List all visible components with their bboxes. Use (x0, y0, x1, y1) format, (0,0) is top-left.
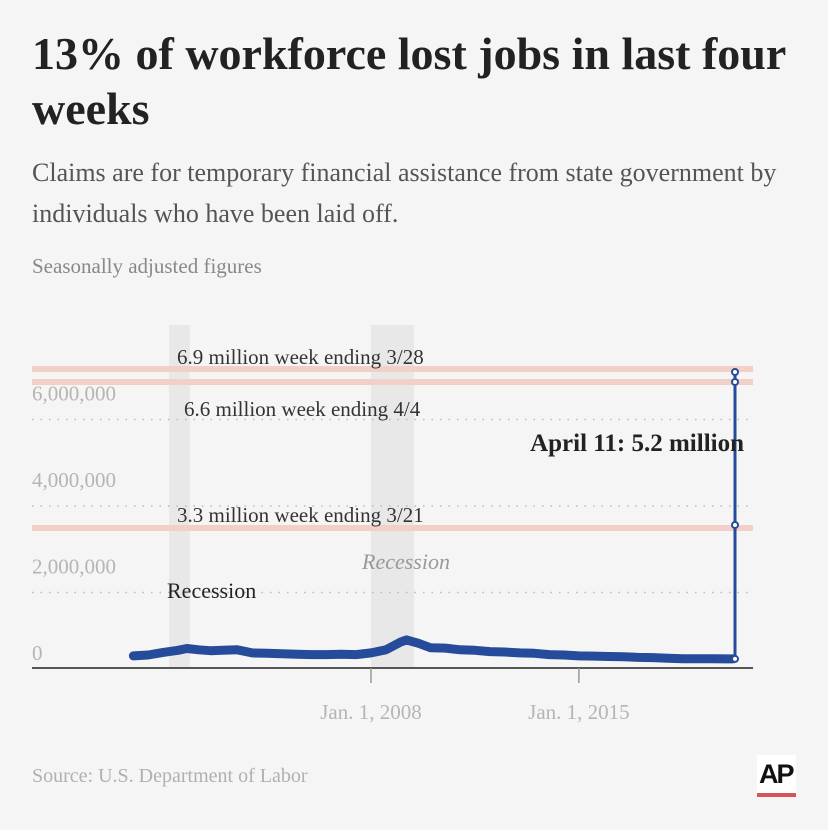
reference-label: 6.9 million week ending 3/28 (177, 345, 424, 369)
recession-label: Recession (361, 549, 450, 574)
logo-bar (757, 793, 796, 797)
source-note: Source: U.S. Department of Labor (32, 765, 308, 787)
annotation-label: April 11: 5.2 million (530, 430, 744, 457)
ap-logo: AP (757, 755, 796, 797)
series-line-history (128, 635, 738, 664)
reference-line (32, 366, 753, 372)
recession-band (169, 325, 190, 668)
data-point (731, 654, 739, 663)
reference-line (32, 379, 753, 385)
data-point (731, 521, 739, 529)
y-tick-label: 2,000,000 (32, 555, 116, 579)
chart-title: 13% of workforce lost jobs in last four … (32, 28, 786, 134)
data-point (731, 378, 739, 386)
reference-label: 6.6 million week ending 4/4 (184, 397, 421, 421)
x-tick-label: Jan. 1, 2015 (528, 700, 630, 724)
y-tick-label: 0 (32, 641, 43, 665)
y-tick-label: 4,000,000 (32, 468, 116, 492)
ap-logo-text: AP (759, 759, 794, 789)
chart-subtitle: Claims are for temporary financial assis… (32, 158, 777, 228)
recession-label: Recession (167, 578, 256, 603)
chart-note: Seasonally adjusted figures (32, 254, 262, 278)
x-tick-label: Jan. 1, 2008 (320, 700, 422, 724)
data-point (731, 368, 739, 376)
reference-line (32, 525, 753, 531)
reference-label: 3.3 million week ending 3/21 (177, 503, 424, 527)
y-tick-label: 6,000,000 (32, 382, 116, 406)
recession-band (371, 325, 415, 668)
